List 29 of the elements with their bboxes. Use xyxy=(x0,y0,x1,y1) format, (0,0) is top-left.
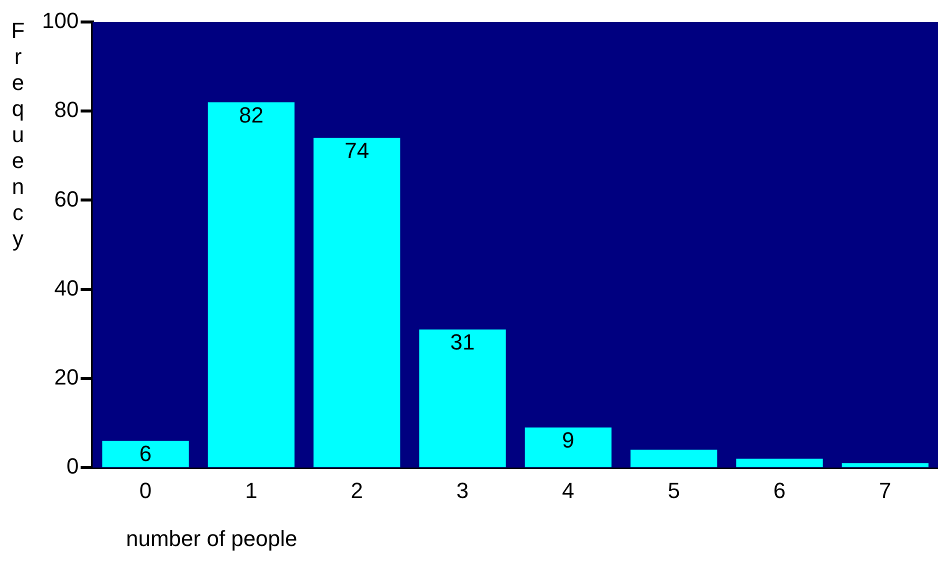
x-tick-label: 1 xyxy=(245,478,258,503)
x-axis-title: number of people xyxy=(126,526,298,552)
y-tick-label: 40 xyxy=(54,275,79,300)
data-label: 6 xyxy=(139,440,152,466)
data-label: 74 xyxy=(344,138,370,163)
bar xyxy=(419,329,506,468)
x-tick-label: 6 xyxy=(773,478,786,503)
x-tick-label: 5 xyxy=(668,478,680,503)
data-label: 9 xyxy=(562,428,574,453)
x-tick-label: 3 xyxy=(456,478,469,503)
x-tick-label: 4 xyxy=(562,478,574,503)
bar xyxy=(102,440,189,468)
x-tick-label: 7 xyxy=(879,478,892,503)
y-tick-label: 0 xyxy=(66,454,79,479)
y-tick-label: 80 xyxy=(54,97,79,122)
x-tick-label: 2 xyxy=(350,478,363,503)
bar xyxy=(736,458,823,468)
y-tick-label: 60 xyxy=(54,186,79,212)
x-tick-label: 0 xyxy=(139,478,152,503)
bar xyxy=(842,463,928,468)
data-label: 31 xyxy=(450,330,475,355)
y-tick-label: 20 xyxy=(54,364,79,390)
data-label: 82 xyxy=(238,102,264,128)
bar xyxy=(630,450,718,468)
bar xyxy=(208,102,295,468)
bar xyxy=(524,427,612,468)
text: Frequency xyxy=(11,18,25,251)
y-tick-label: 100 xyxy=(42,8,79,34)
bar xyxy=(314,138,400,468)
